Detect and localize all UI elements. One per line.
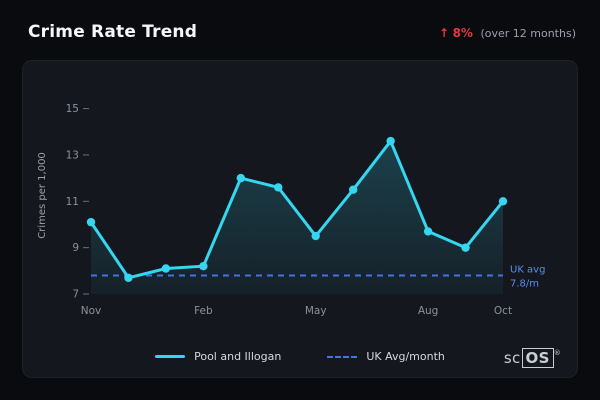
svg-text:9: 9 [72,242,79,254]
solid-line-swatch-icon [155,355,186,358]
svg-text:11: 11 [66,196,79,208]
svg-text:May: May [305,305,327,317]
legend-item-uk-avg[interactable]: UK Avg/month [327,350,445,363]
page-header: Crime Rate Trend ↑ 8% (over 12 months) [28,22,576,42]
trend-indicator: ↑ 8% (over 12 months) [439,26,576,40]
dashed-line-swatch-icon [327,355,358,358]
svg-text:7: 7 [72,289,79,301]
svg-text:Nov: Nov [81,305,102,317]
trend-arrow-icon: ↑ [439,26,450,40]
page-title: Crime Rate Trend [28,22,198,42]
chart-legend: Pool and Illogan UK Avg/month [23,350,577,363]
svg-text:Crimes per 1,000: Crimes per 1,000 [37,152,48,239]
trend-value: 8% [452,26,473,40]
svg-text:15: 15 [66,103,79,115]
registered-mark: ® [553,349,561,357]
scos-logo: sc OS ® [503,348,561,368]
legend-item-pool-and-illogan[interactable]: Pool and Illogan [155,350,281,363]
svg-text:Oct: Oct [494,305,512,317]
svg-text:13: 13 [66,149,79,161]
chart-area: 7 9 11 13 15 Nov Feb May Aug Oct Crimes per 1,000 U… [31,71,571,327]
chart-card: 7 9 11 13 15 Nov Feb May Aug Oct Crimes per 1,000 U… [22,60,578,378]
legend-label: Pool and Illogan [194,350,282,363]
legend-label: UK Avg/month [366,350,445,363]
crime-chart: 7 9 11 13 15 Nov Feb May Aug Oct Crimes per 1,000 U… [37,103,545,317]
logo-prefix: sc [503,349,521,367]
svg-text:7.8/m: 7.8/m [510,278,539,289]
svg-text:UK avg: UK avg [510,264,545,275]
svg-text:Aug: Aug [418,305,439,317]
logo-boxed-text: OS [521,348,554,368]
trend-caption: (over 12 months) [480,27,576,40]
svg-text:Feb: Feb [194,305,213,317]
